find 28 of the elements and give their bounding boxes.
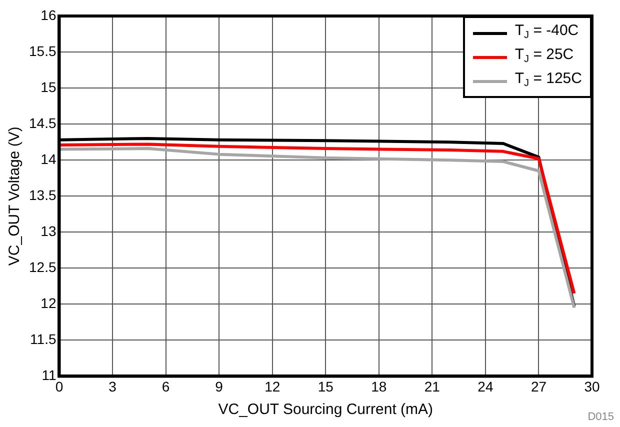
y-tick-label: 11 (42, 367, 56, 384)
x-tick-label: 12 (264, 378, 280, 394)
legend-label: T$_{J}$ = 125C (514, 69, 582, 91)
y-tick-label: 13 (40, 222, 56, 239)
y-tick-label: 14 (40, 150, 56, 167)
x-tick-label: 21 (424, 378, 440, 394)
legend-label: T$_{J}$ = -40C (514, 21, 579, 43)
x-tick-label: 18 (371, 378, 387, 394)
y-tick-label: 12.5 (29, 259, 56, 275)
text: D015 (588, 411, 614, 423)
y-tick-label: 15 (40, 78, 56, 95)
x-tick-label: 15 (318, 378, 334, 394)
x-tick-label: 24 (478, 378, 494, 394)
x-tick-label: 27 (530, 378, 547, 394)
x-tick-label: 30 (584, 378, 600, 394)
x-tick-label: 9 (215, 378, 224, 394)
legend-label: T$_{J}$ = 25C (514, 45, 574, 67)
y-tick-label: 11.5 (30, 331, 56, 348)
x-tick-label: 6 (162, 378, 170, 394)
y-tick-label: 15.5 (29, 42, 56, 59)
y-tick-label: 13.5 (29, 186, 56, 203)
y-tick-label: 14.5 (29, 114, 56, 131)
x-tick-label: 0 (55, 378, 64, 394)
x-tick-label: 3 (108, 378, 117, 394)
y-tick-label: 16 (40, 6, 56, 23)
y-axis-title: VC_OUT Voltage (V) (6, 126, 24, 266)
y-tick-label: 12 (40, 295, 56, 312)
x-axis-title: VC_OUT Sourcing Current (mA) (218, 401, 434, 418)
